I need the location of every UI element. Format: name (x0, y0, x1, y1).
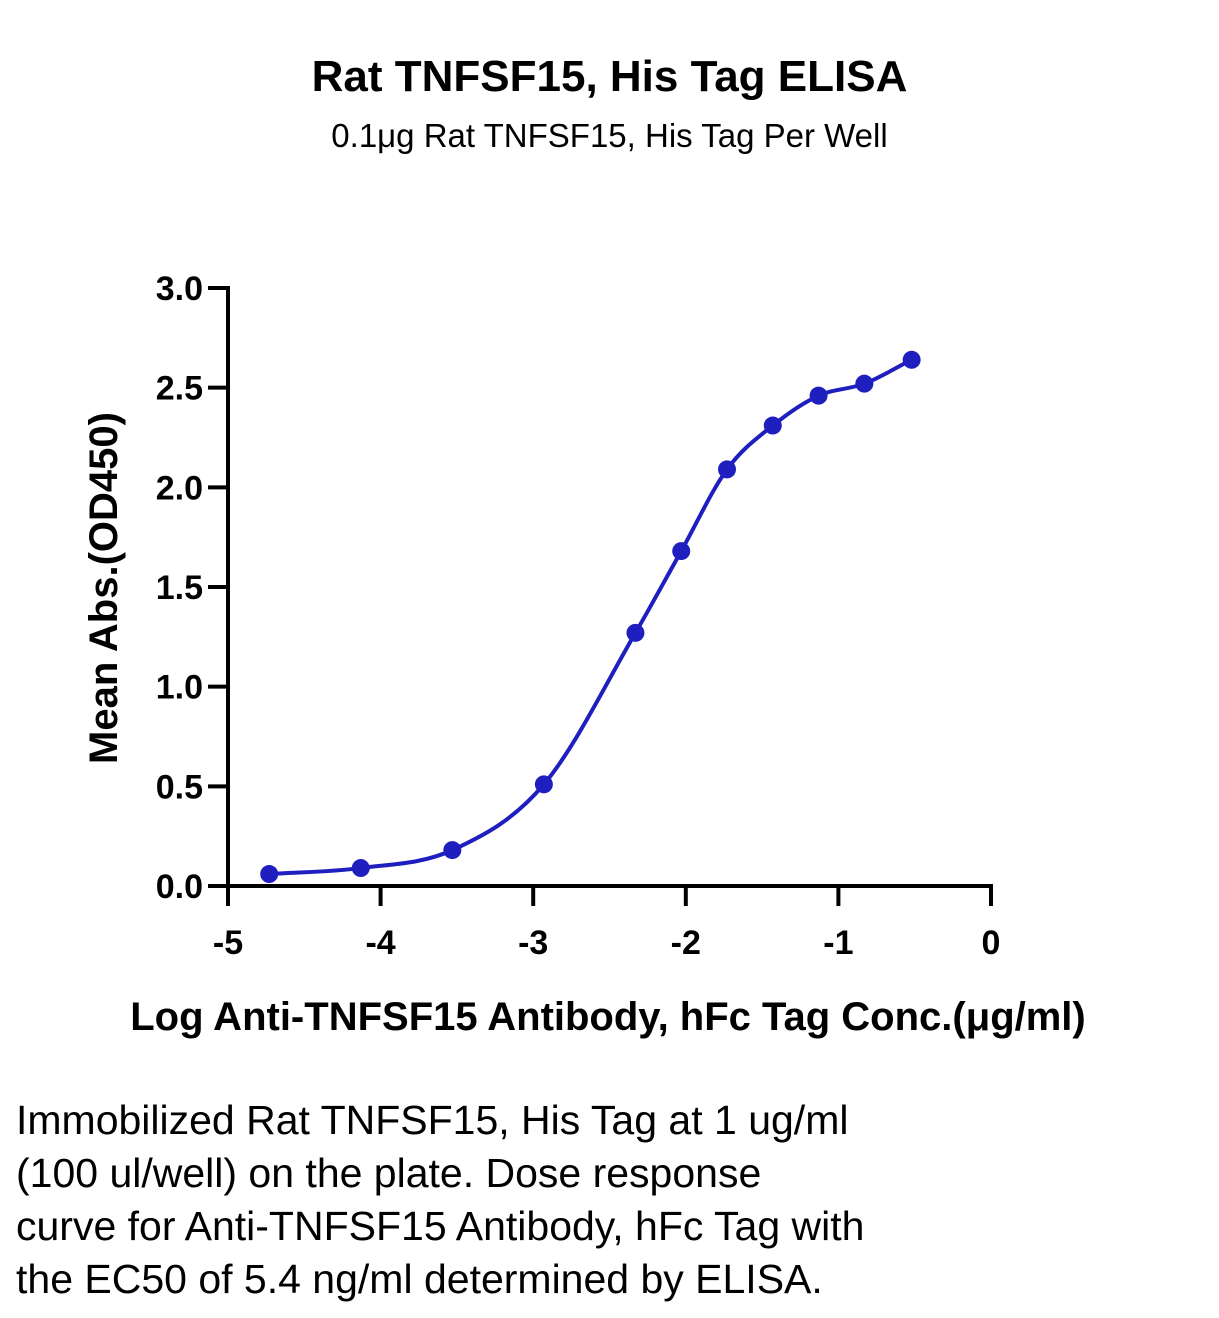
x-tick-label: -1 (823, 924, 853, 962)
figure-caption: Immobilized Rat TNFSF15, His Tag at 1 ug… (16, 1094, 1196, 1306)
fit-curve (269, 357, 913, 877)
y-tick-label: 2.5 (156, 370, 203, 408)
y-tick-label: 0.0 (156, 868, 203, 906)
data-point (443, 841, 462, 860)
caption-line: curve for Anti-TNFSF15 Antibody, hFc Tag… (16, 1203, 865, 1249)
data-point (260, 865, 279, 884)
x-tick-label: -4 (365, 924, 395, 962)
y-tick-label: 1.5 (156, 569, 203, 607)
data-point (672, 542, 691, 561)
elisa-chart: 0.0 0.5 1.0 1.5 2.0 2.5 3.0 -5 -4 -3 -2 -1 0 Log Ant… (82, 270, 1086, 1039)
data-point (855, 374, 874, 393)
data-points (260, 350, 921, 884)
y-tick-label: 2.0 (156, 469, 203, 507)
data-point (626, 623, 645, 642)
caption-line: the EC50 of 5.4 ng/ml determined by ELIS… (16, 1256, 823, 1302)
x-tick-label: 0 (982, 924, 1001, 962)
data-point (534, 775, 553, 794)
x-tick-label: -5 (213, 924, 243, 962)
data-point (351, 859, 370, 878)
x-tick-label: -2 (671, 924, 701, 962)
axes: 0.0 0.5 1.0 1.5 2.0 2.5 3.0 -5 -4 -3 -2 -1 0 (156, 270, 1001, 962)
x-axis-label: Log Anti-TNFSF15 Antibody, hFc Tag Conc.… (130, 995, 1086, 1039)
chart-title: Rat TNFSF15, His Tag ELISA (311, 52, 908, 101)
y-tick-label: 3.0 (156, 270, 203, 308)
data-point (809, 386, 828, 405)
data-point (718, 460, 737, 479)
y-tick-label: 0.5 (156, 768, 203, 806)
caption-line: (100 ul/well) on the plate. Dose respons… (16, 1150, 762, 1196)
fit-curve-group (269, 357, 913, 877)
caption-line: Immobilized Rat TNFSF15, His Tag at 1 ug… (16, 1097, 849, 1143)
y-tick-label: 1.0 (156, 669, 203, 707)
chart-subtitle: 0.1μg Rat TNFSF15, His Tag Per Well (331, 117, 888, 154)
x-tick-label: -3 (518, 924, 548, 962)
data-point (902, 350, 921, 369)
y-axis-label: Mean Abs.(OD450) (82, 412, 126, 764)
data-point (763, 416, 782, 435)
